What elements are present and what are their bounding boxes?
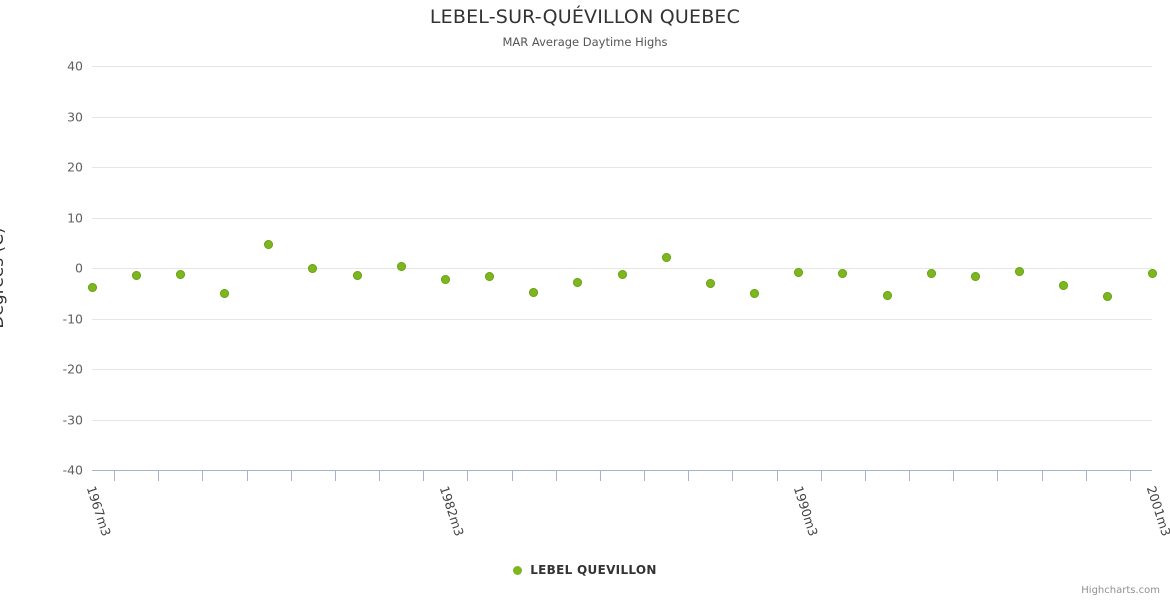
data-point[interactable]: [705, 278, 715, 288]
x-axis-tick: [909, 471, 911, 481]
chart-title: LEBEL-SUR-QUÉVILLON QUEBEC: [429, 6, 741, 28]
data-point[interactable]: [661, 253, 671, 263]
data-point[interactable]: [617, 270, 627, 280]
y-axis-tick-label: -30: [62, 412, 83, 427]
x-axis-tick: [246, 471, 248, 481]
x-axis-tick-label: 2001m3: [1143, 484, 1170, 539]
data-point[interactable]: [131, 270, 141, 280]
y-axis-tick-label: 40: [67, 58, 83, 74]
x-axis-tick: [423, 471, 425, 481]
x-axis-tick: [776, 471, 778, 481]
y-axis-tick-label: 30: [67, 109, 83, 124]
data-point[interactable]: [1147, 269, 1157, 279]
y-axis-tick-label: -20: [62, 361, 83, 377]
gridline: [92, 217, 1152, 219]
chart-subtitle: MAR Average Daytime Highs: [502, 35, 668, 49]
data-point[interactable]: [87, 283, 97, 293]
chart-legend[interactable]: LEBEL QUEVILLON: [0, 563, 1170, 577]
y-axis-title: Degrees (C): [0, 227, 8, 329]
x-axis-tick: [379, 471, 381, 481]
gridline: [92, 116, 1152, 118]
x-axis-tick: [820, 471, 822, 481]
x-axis-tick: [158, 471, 160, 481]
x-axis-tick: [467, 471, 469, 481]
x-axis-tick: [555, 471, 557, 481]
data-point[interactable]: [396, 262, 406, 272]
x-axis-tick: [114, 471, 116, 481]
data-point[interactable]: [750, 289, 759, 299]
data-point[interactable]: [838, 268, 848, 278]
y-axis-tick-label: 10: [67, 210, 83, 225]
gridline: [92, 66, 1152, 67]
data-point[interactable]: [1015, 267, 1024, 277]
data-point[interactable]: [926, 268, 936, 278]
legend-marker-icon: [513, 565, 523, 575]
x-axis-tick: [511, 471, 513, 481]
gridline: [92, 318, 1152, 320]
x-axis-tick: [864, 471, 866, 481]
x-axis-tick: [334, 471, 336, 481]
y-axis-tick-labels: 40 30 20 10 0 -10 -20 -30 -40: [17, 59, 83, 478]
x-axis-tick: [732, 471, 734, 481]
gridline: [92, 167, 1152, 168]
x-axis-tick-label: 1990m3: [790, 484, 821, 539]
data-point[interactable]: [485, 271, 494, 281]
data-point[interactable]: [1059, 280, 1069, 290]
data-point[interactable]: [529, 287, 539, 297]
data-point[interactable]: [440, 274, 450, 284]
data-point[interactable]: [794, 268, 804, 278]
x-axis-tick: [997, 471, 999, 481]
gridline: [92, 369, 1152, 370]
data-point[interactable]: [308, 264, 318, 273]
x-axis-tick-label: 1967m3: [83, 484, 115, 539]
y-axis-tick-label: -40: [62, 462, 83, 478]
x-axis-tick: [290, 471, 292, 481]
data-point[interactable]: [1103, 291, 1113, 301]
gridline: [92, 419, 1152, 421]
x-axis-tick: [953, 471, 955, 481]
y-axis-tick-label: 0: [75, 260, 83, 276]
x-axis-tick: [1085, 471, 1087, 481]
credits-link[interactable]: Highcharts.com: [1081, 585, 1160, 596]
y-axis-tick-label: 20: [67, 159, 83, 175]
x-axis-tick: [1041, 471, 1043, 481]
data-point[interactable]: [352, 270, 362, 280]
y-axis-tick-label: -10: [62, 311, 83, 326]
data-point[interactable]: [970, 271, 980, 281]
x-axis-tick-label: 1982m3: [437, 484, 468, 539]
data-point[interactable]: [264, 239, 274, 249]
data-point[interactable]: [573, 278, 583, 288]
x-axis-tick: [644, 471, 646, 481]
gridline: [92, 268, 1152, 269]
plot-area: [87, 66, 1157, 471]
legend-item-label[interactable]: LEBEL QUEVILLON: [530, 563, 657, 577]
x-axis-tick: [688, 471, 690, 481]
x-axis-tick: [1129, 471, 1131, 481]
data-point[interactable]: [175, 269, 185, 279]
x-axis-line: [92, 470, 1152, 471]
x-axis-tick: [599, 471, 601, 481]
data-point[interactable]: [220, 288, 229, 298]
data-point[interactable]: [882, 290, 892, 300]
x-axis-tick: [202, 471, 204, 481]
